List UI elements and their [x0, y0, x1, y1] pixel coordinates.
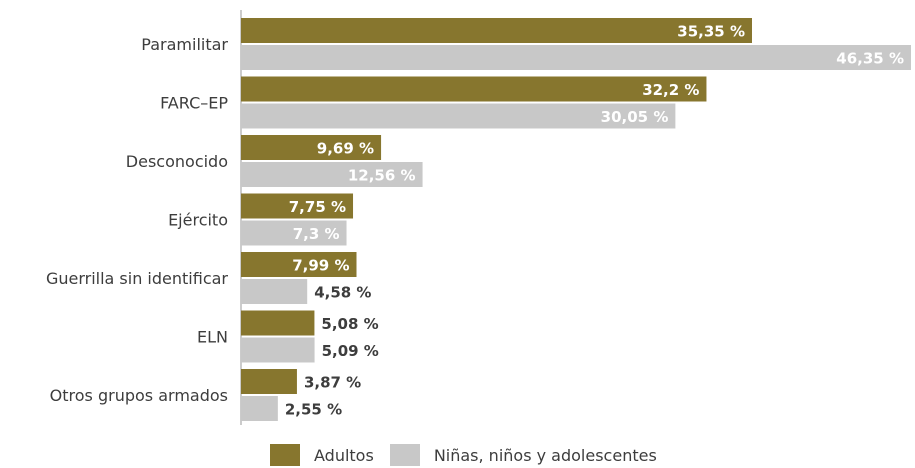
bar-adultos [241, 369, 297, 394]
data-label: 7,99 % [292, 257, 349, 275]
data-label: 9,69 % [317, 140, 374, 158]
legend-swatch-adultos [270, 444, 300, 466]
legend-label-adultos: Adultos [314, 445, 374, 465]
legend-swatch-ninos [389, 444, 420, 466]
data-label: 5,08 % [321, 315, 378, 333]
bar-ninos [241, 162, 423, 187]
bar-ninos [241, 220, 347, 246]
bar-ninos [241, 279, 308, 304]
data-label: 4,58 % [314, 284, 371, 302]
bar-adultos [241, 193, 354, 219]
bar-adultos [241, 18, 752, 43]
bar-ninos [241, 337, 315, 363]
legend: Adultos Niñas, niños y adolescentes [270, 442, 673, 468]
category-label: Otros grupos armados [50, 386, 228, 405]
legend-label-ninos: Niñas, niños y adolescentes [433, 445, 657, 465]
bar-adultos [241, 252, 357, 277]
data-label: 12,56 % [348, 167, 416, 185]
legend-item-ninos: Niñas, niños y adolescentes [389, 444, 657, 466]
category-label: Guerrilla sin identificar [46, 269, 228, 288]
data-label: 5,09 % [322, 342, 379, 360]
data-label: 35,35 % [677, 23, 745, 41]
bar-adultos [241, 135, 382, 160]
data-label: 7,75 % [289, 198, 346, 216]
bar-adultos [241, 310, 315, 336]
bar-chart: Paramilitar 35,35 % 46,35 % FARC–EP 32,2 % 30… [46, 10, 911, 425]
data-label: 46,35 % [836, 50, 904, 68]
data-label: 30,05 % [601, 108, 669, 126]
bar-ninos [241, 45, 911, 70]
category-label: Ejército [168, 211, 228, 230]
bar-ninos [241, 103, 676, 129]
category-label: FARC–EP [160, 94, 228, 113]
category-label: Paramilitar [141, 35, 228, 54]
data-label: 32,2 % [642, 81, 699, 99]
data-label: 7,3 % [293, 225, 340, 243]
category-label: ELN [197, 328, 228, 347]
data-label: 3,87 % [304, 374, 361, 392]
bar-adultos [241, 76, 707, 102]
data-label: 2,55 % [285, 401, 342, 419]
legend-item-adultos: Adultos [270, 444, 374, 466]
category-label: Desconocido [126, 152, 228, 171]
bar-ninos [241, 396, 278, 421]
